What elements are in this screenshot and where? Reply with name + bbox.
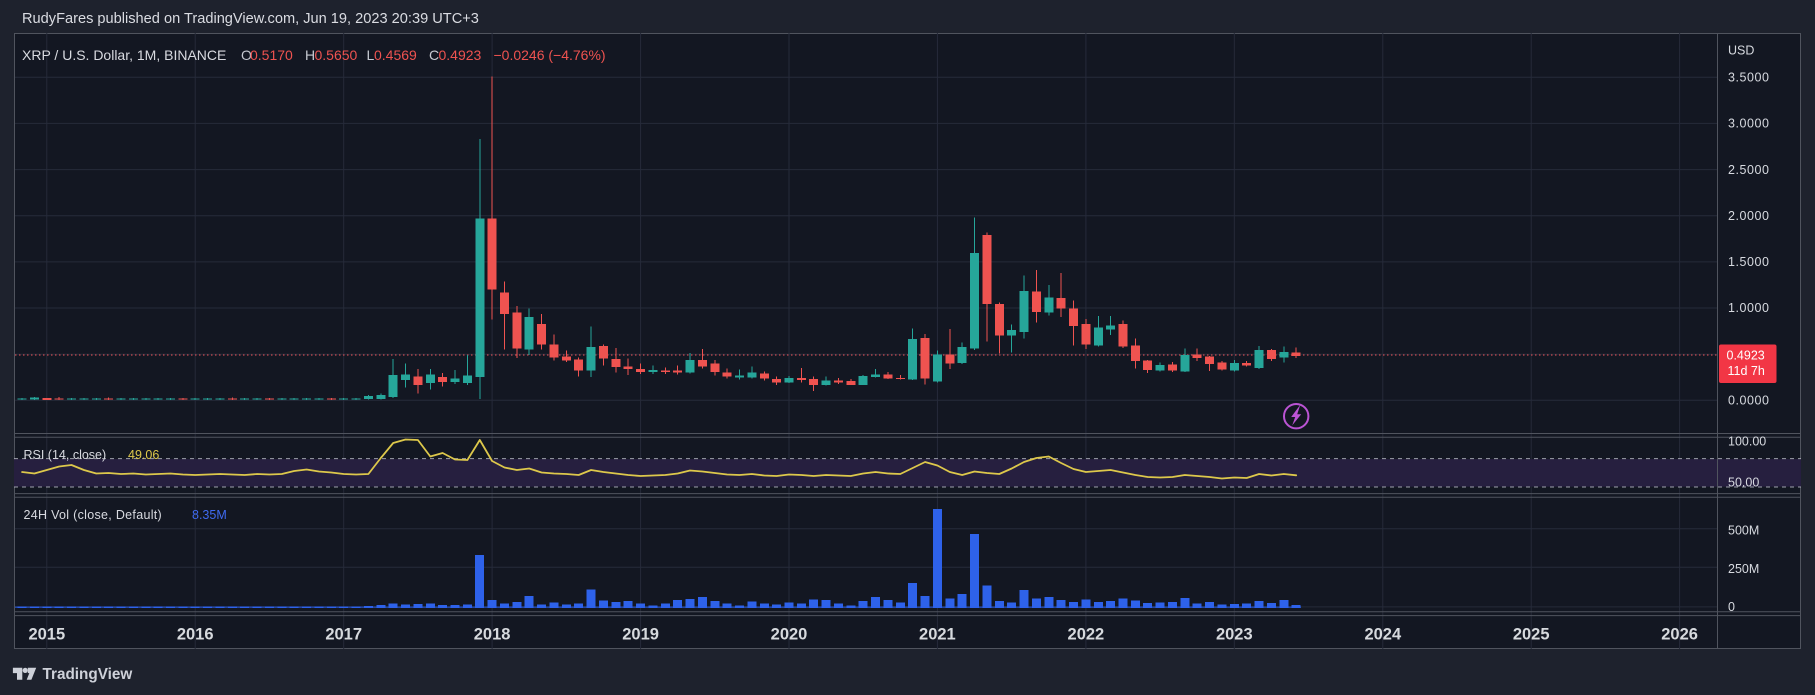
svg-text:3.0000: 3.0000 <box>1728 117 1770 131</box>
svg-text:0: 0 <box>1728 600 1735 614</box>
svg-text:11d 7h: 11d 7h <box>1728 364 1765 378</box>
svg-text:3.5000: 3.5000 <box>1728 71 1770 85</box>
svg-text:O: O <box>241 47 252 63</box>
svg-text:XRP / U.S. Dollar, 1M, BINANCE: XRP / U.S. Dollar, 1M, BINANCE <box>22 47 226 63</box>
svg-text:2016: 2016 <box>177 626 214 644</box>
svg-text:500M: 500M <box>1728 524 1759 538</box>
svg-text:1.5000: 1.5000 <box>1728 255 1770 269</box>
svg-text:H: H <box>305 47 315 63</box>
svg-text:0.4923: 0.4923 <box>1727 349 1765 363</box>
svg-text:100.00: 100.00 <box>1728 434 1766 448</box>
svg-text:0.0000: 0.0000 <box>1728 394 1770 408</box>
svg-text:RSI (14, close): RSI (14, close) <box>24 448 107 462</box>
svg-text:2024: 2024 <box>1364 626 1402 644</box>
svg-text:2018: 2018 <box>474 626 511 644</box>
svg-text:2021: 2021 <box>919 626 956 644</box>
svg-text:2019: 2019 <box>622 626 659 644</box>
svg-text:1.0000: 1.0000 <box>1728 301 1770 315</box>
svg-text:49.06: 49.06 <box>128 448 159 462</box>
svg-text:2023: 2023 <box>1216 626 1253 644</box>
svg-text:24H Vol (close, Default): 24H Vol (close, Default) <box>24 508 163 522</box>
svg-text:8.35M: 8.35M <box>192 508 227 522</box>
svg-text:0.4569: 0.4569 <box>374 47 417 63</box>
svg-text:0.5170: 0.5170 <box>250 47 293 63</box>
svg-text:2015: 2015 <box>28 626 65 644</box>
svg-text:2017: 2017 <box>325 626 362 644</box>
svg-text:USD: USD <box>1728 43 1754 57</box>
svg-text:2022: 2022 <box>1068 626 1105 644</box>
svg-text:TradingView: TradingView <box>43 666 133 683</box>
svg-text:2020: 2020 <box>771 626 808 644</box>
svg-text:50.00: 50.00 <box>1728 475 1759 489</box>
svg-text:−0.0246 (−4.76%): −0.0246 (−4.76%) <box>494 47 606 63</box>
svg-text:C: C <box>429 47 439 63</box>
svg-text:2025: 2025 <box>1513 626 1550 644</box>
svg-text:L: L <box>367 47 375 63</box>
svg-text:2.0000: 2.0000 <box>1728 209 1770 223</box>
svg-text:2.5000: 2.5000 <box>1728 163 1770 177</box>
svg-text:2026: 2026 <box>1661 626 1698 644</box>
svg-text:RudyFares published on Trading: RudyFares published on TradingView.com, … <box>22 11 479 27</box>
svg-text:0.5650: 0.5650 <box>315 47 358 63</box>
svg-text:250M: 250M <box>1728 562 1759 576</box>
svg-text:0.4923: 0.4923 <box>439 47 482 63</box>
